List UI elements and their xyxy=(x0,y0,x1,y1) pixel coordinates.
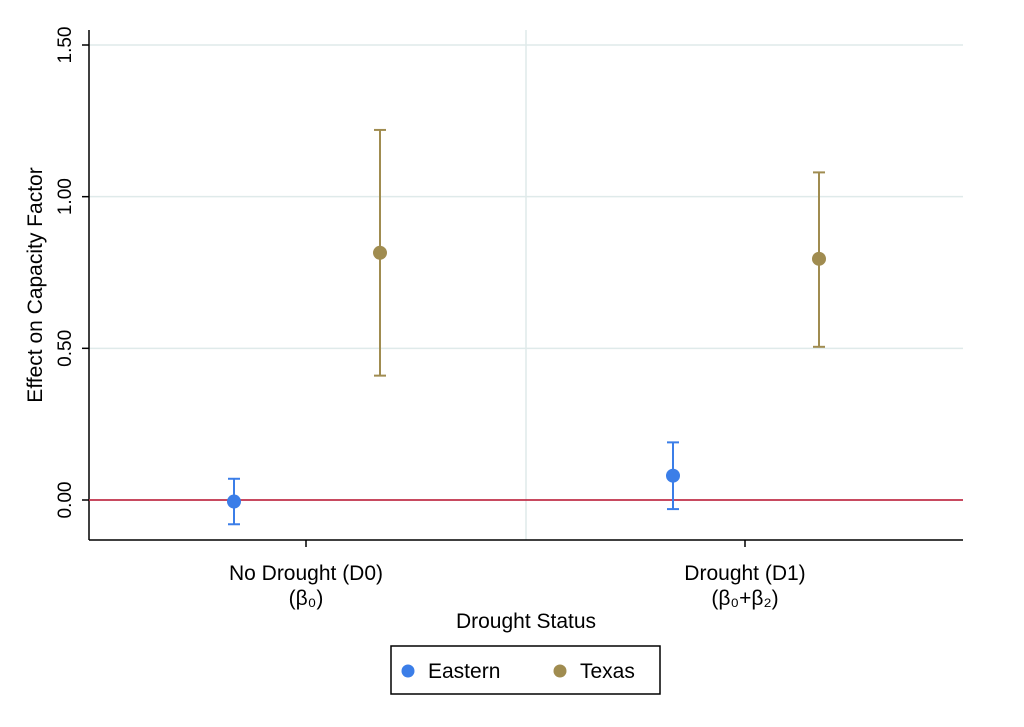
axes: 0.00 0.50 1.00 1.50 No Drought (D0)(β₀) Droug… xyxy=(55,27,963,610)
x-tick-sublabel: (β₀) xyxy=(289,587,324,610)
legend-label-texas: Texas xyxy=(580,660,635,683)
y-tick-label: 1.50 xyxy=(55,27,76,64)
x-tick-sublabel: (β₀+β₂) xyxy=(711,587,778,610)
y-tick-label: 0.00 xyxy=(55,482,76,519)
y-axis-title: Effect on Capacity Factor xyxy=(24,167,47,402)
chart-marks xyxy=(89,128,963,526)
legend-label-eastern: Eastern xyxy=(428,660,500,683)
x-tick-label: Drought (D1) xyxy=(684,562,805,585)
point-texas xyxy=(812,251,826,266)
grid xyxy=(89,30,963,540)
point-eastern xyxy=(666,468,680,483)
point-texas xyxy=(373,245,387,260)
x-axis-title: Drought Status xyxy=(456,610,596,633)
y-tick-label: 0.50 xyxy=(55,330,76,367)
point-eastern xyxy=(227,494,241,509)
y-tick-label: 1.00 xyxy=(55,178,76,215)
legend-marker-eastern xyxy=(401,664,415,678)
x-tick-label: No Drought (D0) xyxy=(229,562,383,585)
legend-box xyxy=(390,645,661,695)
legend: Eastern Texas xyxy=(390,645,661,695)
legend-marker-texas xyxy=(553,664,567,678)
